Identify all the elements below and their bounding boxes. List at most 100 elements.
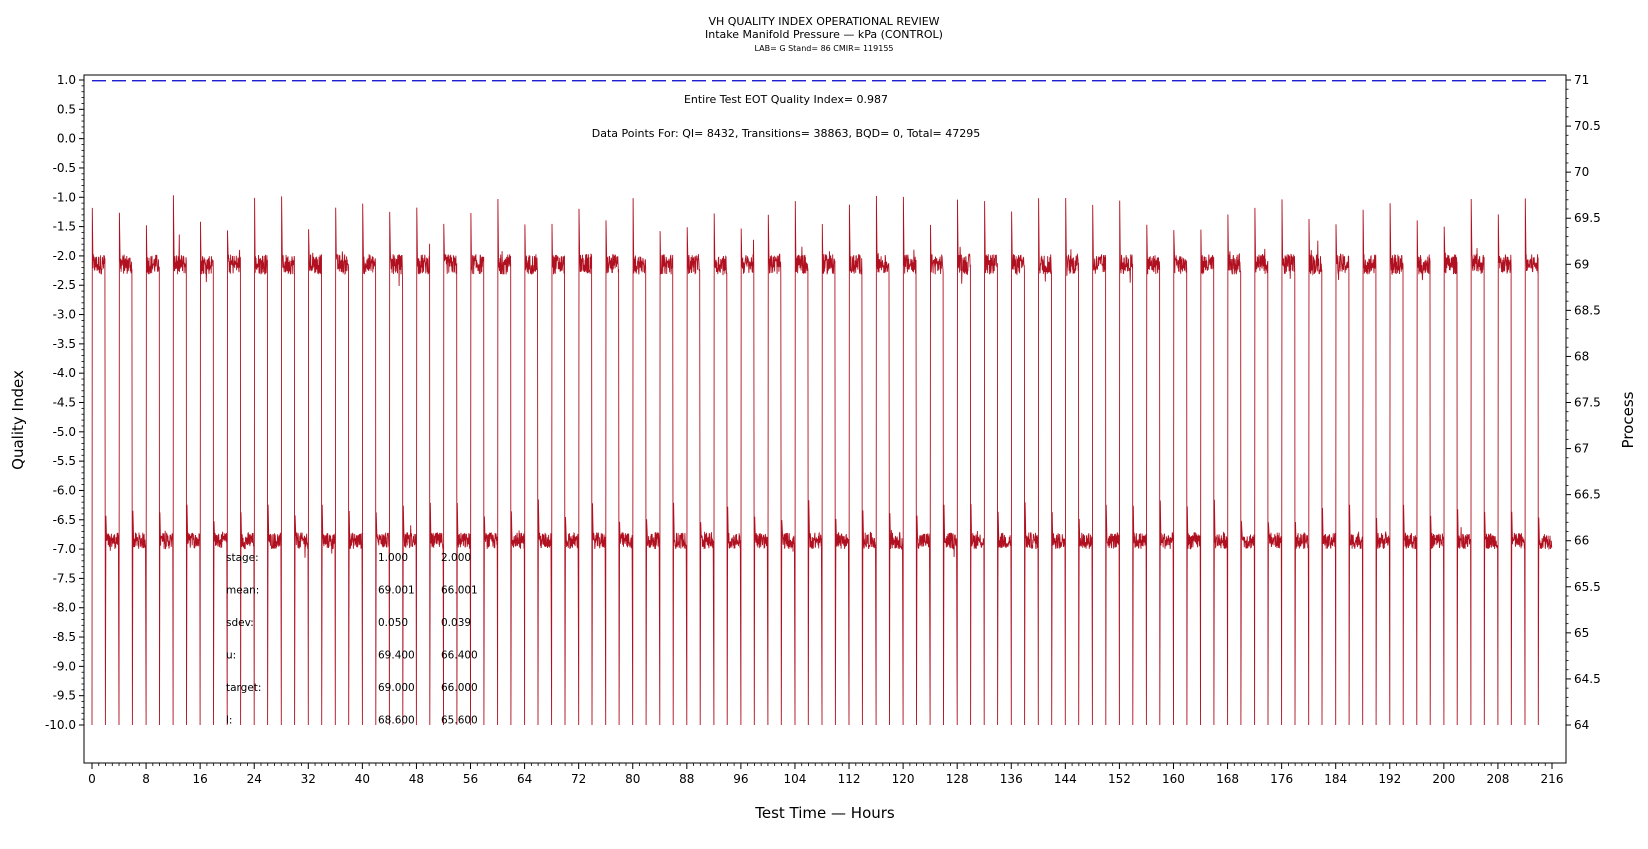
stats-stage2-value: 2.000 bbox=[441, 552, 471, 564]
stats-row-label: l: bbox=[226, 715, 232, 727]
y-tick-label: -2.5 bbox=[53, 278, 76, 292]
y-axis-title: Quality Index bbox=[9, 370, 27, 470]
x-tick-label: 120 bbox=[892, 772, 915, 786]
stats-stage1-value: 0.050 bbox=[378, 617, 408, 629]
x-tick-label: 8 bbox=[142, 772, 150, 786]
x-tick-label: 160 bbox=[1162, 772, 1185, 786]
y2-tick-label: 64.5 bbox=[1574, 672, 1601, 686]
y-tick-label: -0.5 bbox=[53, 161, 76, 175]
x-tick-label: 80 bbox=[625, 772, 640, 786]
x-tick-label: 176 bbox=[1270, 772, 1293, 786]
stats-row-label: stage: bbox=[226, 552, 259, 564]
x-tick-label: 88 bbox=[679, 772, 694, 786]
stats-stage2-value: 65.600 bbox=[441, 715, 478, 727]
y-tick-label: -1.0 bbox=[53, 190, 76, 204]
y-tick-label: -2.0 bbox=[53, 249, 76, 263]
y2-tick-label: 65 bbox=[1574, 626, 1589, 640]
x-tick-label: 136 bbox=[1000, 772, 1023, 786]
y2-axis-title: Process bbox=[1619, 391, 1637, 448]
quality-index-annotation: Entire Test EOT Quality Index= 0.987 bbox=[684, 93, 888, 106]
x-tick-label: 64 bbox=[517, 772, 532, 786]
stats-stage2-value: 0.039 bbox=[441, 617, 471, 629]
y2-tick-label: 66 bbox=[1574, 534, 1589, 548]
chart-subtitle: Intake Manifold Pressure — kPa (CONTROL) bbox=[705, 28, 943, 41]
y-tick-label: -3.5 bbox=[53, 337, 76, 351]
stats-stage2-value: 66.400 bbox=[441, 650, 478, 662]
y2-tick-label: 67.5 bbox=[1574, 396, 1601, 410]
y-tick-label: -9.5 bbox=[53, 689, 76, 703]
x-tick-label: 168 bbox=[1216, 772, 1239, 786]
stats-table: stage: 1.000 2.000 mean: 69.001 66.001 sdev: 0.… bbox=[226, 552, 478, 727]
y2-tick-label: 66.5 bbox=[1574, 488, 1601, 502]
y-tick-label: -9.0 bbox=[53, 659, 76, 673]
y-tick-label: -6.5 bbox=[53, 513, 76, 527]
y-tick-label: -1.5 bbox=[53, 220, 76, 234]
stats-stage1-value: 69.001 bbox=[378, 585, 415, 597]
x-tick-label: 216 bbox=[1541, 772, 1564, 786]
y2-tick-label: 70 bbox=[1574, 165, 1589, 179]
x-tick-label: 48 bbox=[409, 772, 424, 786]
x-tick-label: 184 bbox=[1324, 772, 1347, 786]
y2-tick-label: 67 bbox=[1574, 442, 1589, 456]
stats-row-label: u: bbox=[226, 650, 236, 662]
x-tick-label: 128 bbox=[946, 772, 969, 786]
chart-subsubtitle: LAB= G Stand= 86 CMIR= 119155 bbox=[754, 44, 893, 53]
y-tick-label: 1.0 bbox=[57, 73, 76, 87]
x-tick-label: 24 bbox=[247, 772, 262, 786]
plot-frame bbox=[83, 74, 1567, 764]
y-tick-label: 0.5 bbox=[57, 102, 76, 116]
x-tick-label: 0 bbox=[88, 772, 96, 786]
y-tick-label: -7.0 bbox=[53, 542, 76, 556]
y-tick-label: -5.5 bbox=[53, 454, 76, 468]
stats-stage2-value: 66.000 bbox=[441, 682, 478, 694]
y2-tick-label: 65.5 bbox=[1574, 580, 1601, 594]
y-axis-left: 1.0 0.5 0.0 -0.5 -1.0 -1.5 -2.0 -2.5 -3.0 -3.5 -4.… bbox=[45, 73, 84, 732]
series-process-line bbox=[91, 195, 1553, 726]
y2-tick-label: 68 bbox=[1574, 349, 1589, 363]
x-tick-label: 112 bbox=[838, 772, 861, 786]
x-axis-title: Test Time — Hours bbox=[754, 804, 895, 822]
stats-stage1-value: 69.400 bbox=[378, 650, 415, 662]
chart-title: VH QUALITY INDEX OPERATIONAL REVIEW bbox=[708, 15, 939, 28]
x-tick-label: 200 bbox=[1432, 772, 1455, 786]
x-axis: 0 8 16 24 32 40 48 56 64 72 80 88 96 104 112 120 128 136 1… bbox=[88, 763, 1563, 786]
y2-tick-label: 71 bbox=[1574, 73, 1589, 87]
x-tick-label: 32 bbox=[301, 772, 316, 786]
x-tick-label: 192 bbox=[1378, 772, 1401, 786]
x-tick-label: 152 bbox=[1108, 772, 1131, 786]
y-tick-label: -3.0 bbox=[53, 308, 76, 322]
x-tick-label: 144 bbox=[1054, 772, 1077, 786]
x-tick-label: 208 bbox=[1486, 772, 1509, 786]
data-points-annotation: Data Points For: QI= 8432, Transitions= … bbox=[592, 127, 981, 140]
y-tick-label: -4.0 bbox=[53, 366, 76, 380]
y2-tick-label: 69.5 bbox=[1574, 211, 1601, 225]
y-tick-label: -8.5 bbox=[53, 630, 76, 644]
y-tick-label: -8.0 bbox=[53, 601, 76, 615]
stats-row-label: target: bbox=[226, 682, 261, 694]
x-tick-label: 72 bbox=[571, 772, 586, 786]
y-tick-label: 0.0 bbox=[57, 132, 76, 146]
y2-tick-label: 64 bbox=[1574, 718, 1589, 732]
y-tick-label: -5.0 bbox=[53, 425, 76, 439]
y-tick-label: -6.0 bbox=[53, 483, 76, 497]
stats-stage1-value: 68.600 bbox=[378, 715, 415, 727]
y2-tick-label: 70.5 bbox=[1574, 119, 1601, 133]
x-tick-label: 96 bbox=[733, 772, 748, 786]
series-group bbox=[91, 80, 1553, 726]
stats-row-label: mean: bbox=[226, 585, 259, 597]
stats-stage2-value: 66.001 bbox=[441, 585, 478, 597]
x-tick-label: 16 bbox=[193, 772, 208, 786]
stats-stage1-value: 1.000 bbox=[378, 552, 408, 564]
x-tick-label: 104 bbox=[784, 772, 807, 786]
y2-tick-label: 68.5 bbox=[1574, 303, 1601, 317]
y-axis-right: 71 70.5 70 69.5 69 68.5 68 67.5 67 66.5 66 65.5 65 64… bbox=[1566, 73, 1601, 732]
y-tick-label: -7.5 bbox=[53, 571, 76, 585]
stats-stage1-value: 69.000 bbox=[378, 682, 415, 694]
y-tick-label: -10.0 bbox=[45, 718, 76, 732]
y-tick-label: -4.5 bbox=[53, 396, 76, 410]
y2-tick-label: 69 bbox=[1574, 257, 1589, 271]
stats-row-label: sdev: bbox=[226, 617, 254, 629]
x-tick-label: 40 bbox=[355, 772, 370, 786]
